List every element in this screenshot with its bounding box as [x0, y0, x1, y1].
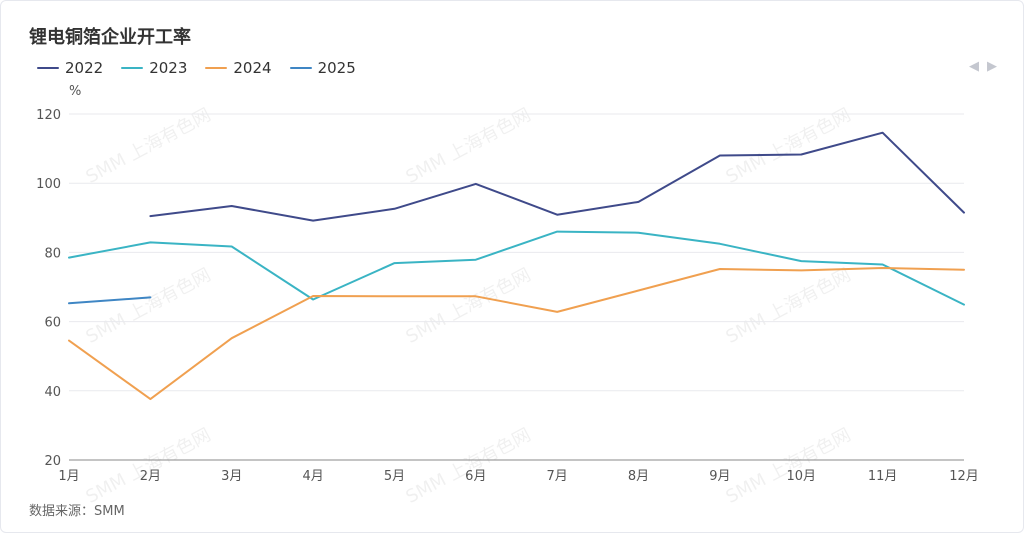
legend-label: 2022 [65, 59, 104, 77]
legend: 2022 2023 2024 2025 [37, 59, 356, 77]
x-tick-label: 5月 [384, 469, 405, 484]
series-line-2023 [68, 230, 965, 306]
y-axis-unit: % [69, 84, 81, 99]
x-tick-label: 6月 [465, 469, 486, 484]
x-tick-label: 1月 [58, 469, 79, 484]
legend-pager: ◀ ▶ [969, 59, 997, 74]
legend-label: 2024 [233, 59, 272, 77]
next-page-icon[interactable]: ▶ [987, 59, 997, 74]
watermark-text: SMM 上海有色网 [82, 424, 214, 507]
y-tick-label: 100 [36, 177, 61, 192]
legend-item-2025[interactable]: 2025 [289, 59, 356, 77]
watermark-text: SMM 上海有色网 [722, 424, 854, 507]
x-tick-label: 3月 [221, 469, 242, 484]
x-tick-label: 7月 [547, 469, 568, 484]
legend-label: 2023 [149, 59, 188, 77]
legend-swatch [37, 67, 59, 69]
legend-swatch [205, 67, 228, 69]
legend-swatch [121, 67, 144, 69]
x-tick-label: 4月 [302, 469, 323, 484]
legend-item-2022[interactable]: 2022 [37, 59, 103, 77]
legend-label: 2025 [317, 59, 356, 77]
watermark-text: SMM 上海有色网 [402, 264, 534, 347]
chart-title: 锂电铜箔企业开工率 [29, 27, 191, 48]
watermark-text: SMM 上海有色网 [722, 264, 854, 347]
series-line-2025 [68, 296, 152, 305]
legend-item-2024[interactable]: 2024 [205, 59, 272, 77]
x-tick-label: 2月 [140, 469, 161, 484]
y-tick-label: 120 [36, 108, 61, 123]
y-tick-label: 80 [44, 246, 61, 261]
series-line-2024 [68, 267, 965, 401]
legend-item-2023[interactable]: 2023 [121, 59, 187, 77]
x-tick-label: 8月 [628, 469, 649, 484]
x-tick-label: 12月 [949, 469, 979, 484]
watermark-text: SMM 上海有色网 [82, 104, 214, 187]
watermark-text: SMM 上海有色网 [82, 264, 214, 347]
watermark-text: SMM 上海有色网 [402, 424, 534, 507]
x-tick-label: 10月 [786, 469, 816, 484]
series-line-2022 [149, 131, 965, 222]
y-tick-label: 40 [44, 385, 61, 400]
y-tick-label: 60 [44, 316, 61, 331]
x-tick-label: 11月 [868, 469, 898, 484]
legend-swatch [289, 67, 312, 69]
x-tick-label: 9月 [709, 469, 730, 484]
watermark-text: SMM 上海有色网 [402, 104, 534, 187]
data-source: 数据来源：SMM [29, 504, 125, 519]
y-tick-label: 20 [44, 454, 61, 469]
prev-page-icon[interactable]: ◀ [969, 59, 979, 74]
